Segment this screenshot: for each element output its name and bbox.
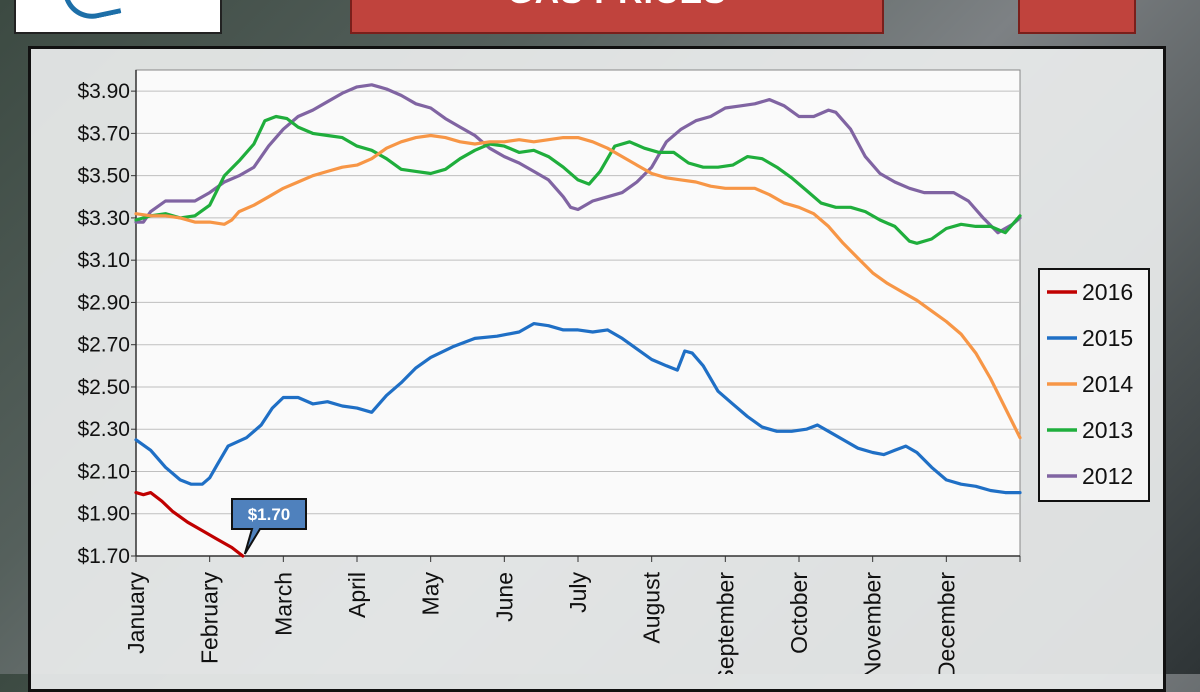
y-tick-label: $3.30 — [77, 207, 130, 230]
callout-bubble — [231, 498, 307, 555]
x-tick-label: January — [123, 572, 149, 654]
x-axis: January February March April May June July Augu… — [123, 555, 1021, 674]
y-tick-label: $2.50 — [77, 376, 130, 399]
series-line-2012 — [134, 83, 1022, 235]
x-tick-label: February — [197, 572, 223, 665]
series-line-2013 — [134, 114, 1022, 245]
x-tick-label: November — [860, 572, 886, 674]
legend-label-2013: 2013 — [1082, 417, 1133, 443]
callout-annotation: $1.70 — [231, 498, 307, 555]
x-tick-label: June — [491, 572, 517, 622]
series-line-2016 — [134, 491, 245, 558]
x-tick-label: August — [639, 571, 665, 643]
callout-label: $1.70 — [248, 505, 291, 524]
x-tick-label: December — [933, 572, 959, 674]
y-axis: $1.70 $1.90 $2.10 $2.30 $2.50 $2.70 $2.90 $3.10… — [77, 70, 137, 568]
page-title: GAS PRICES — [507, 0, 727, 11]
legend-label-2014: 2014 — [1082, 371, 1133, 397]
y-tick-label: $3.70 — [77, 122, 130, 145]
x-tick-label: May — [418, 572, 444, 616]
y-tick-label: $2.70 — [77, 334, 130, 357]
series-line-2014 — [134, 133, 1022, 440]
logo — [14, 0, 222, 34]
legend: 2016 2015 2014 2013 2012 — [1038, 268, 1150, 502]
legend-label-2015: 2015 — [1082, 325, 1133, 351]
y-tick-label: $1.90 — [77, 503, 130, 526]
series-lines — [134, 83, 1022, 558]
x-tick-label: September — [712, 572, 738, 674]
y-tick-label: $2.90 — [77, 291, 130, 314]
x-tick-label: July — [565, 572, 591, 613]
line-chart: $1.70 $1.90 $2.10 $2.30 $2.50 $2.70 $2.90 $3.10… — [77, 69, 1150, 674]
y-tick-label: $3.90 — [77, 80, 130, 103]
x-tick-label: October — [786, 572, 812, 654]
title-banner: GAS PRICES — [350, 0, 884, 34]
legend-label-2016: 2016 — [1082, 279, 1133, 305]
x-tick-label: March — [270, 572, 296, 636]
series-line-2015 — [134, 322, 1022, 495]
y-tick-label: $3.10 — [77, 249, 130, 272]
y-tick-label: $2.10 — [77, 460, 130, 483]
plot-area — [135, 69, 1021, 557]
y-tick-label: $1.70 — [77, 545, 130, 568]
legend-label-2012: 2012 — [1082, 463, 1133, 489]
y-tick-label: $2.30 — [77, 418, 130, 441]
x-tick-label: April — [344, 572, 370, 618]
y-tick-label: $3.50 — [77, 165, 130, 188]
corner-button[interactable] — [1018, 0, 1136, 34]
